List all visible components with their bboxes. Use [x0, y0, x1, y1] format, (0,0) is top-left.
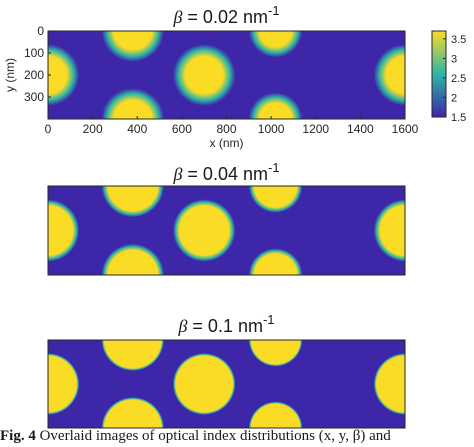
colorbar-tick-label: 1.5: [451, 112, 466, 124]
heatmap-spots: [48, 31, 405, 119]
panel-title: β = 0.02 nm-1: [172, 3, 279, 27]
x-axis-label: x (nm): [210, 136, 244, 150]
heatmap-panel-3: β = 0.1 nm-1: [47, 312, 406, 429]
colorbar-tick-label: 3: [451, 53, 457, 65]
index-spot: [248, 340, 303, 367]
figure-caption: Fig. 4 Overlaid images of optical index …: [0, 426, 474, 447]
x-tick-label: 1400: [347, 122, 374, 136]
y-axis: 0 100 200 300: [24, 24, 51, 104]
heatmap-panel-2: β = 0.04 nm-1: [47, 160, 406, 276]
colorbar: 1.5 2 2.5 3 3.5: [431, 30, 466, 124]
y-tick-label: 200: [24, 68, 44, 82]
y-tick-label: 0: [37, 24, 44, 38]
colorbar-tick-label: 3.5: [451, 34, 466, 46]
colorbar-tick-label: 2.5: [451, 73, 466, 85]
index-spot: [48, 353, 80, 415]
plot-frame: [47, 185, 406, 276]
index-spot: [248, 186, 303, 213]
index-spot: [48, 44, 80, 106]
caption-text: Overlaid images of optical index distrib…: [35, 428, 391, 444]
index-spot: [172, 44, 236, 106]
index-spot: [248, 92, 303, 119]
index-spot: [248, 248, 303, 275]
heatmap-spots: [48, 186, 405, 275]
index-spot: [373, 199, 405, 262]
x-tick-label: 200: [83, 122, 103, 136]
index-spot: [101, 186, 165, 218]
x-tick-label: 0: [45, 122, 52, 136]
x-tick-label: 400: [127, 122, 147, 136]
index-spot: [248, 401, 303, 428]
index-spot: [101, 340, 165, 371]
index-spot: [172, 199, 236, 262]
panel-title: β = 0.1 nm-1: [177, 312, 274, 336]
index-spot: [373, 353, 405, 415]
y-axis-label: y (nm): [3, 58, 17, 92]
plot-frame: [47, 339, 406, 429]
y-tick-label: 300: [24, 90, 44, 104]
x-tick-label: 1600: [392, 122, 419, 136]
index-spot: [373, 44, 405, 106]
heatmap-spots: [48, 340, 405, 428]
x-tick-label: 1200: [302, 122, 329, 136]
index-spot: [48, 199, 80, 262]
x-tick-label: 1000: [258, 122, 285, 136]
x-axis: 0 200 400 600 800 1000 1200 1400 1600: [45, 116, 419, 136]
colorbar-scale: [431, 30, 447, 118]
index-spot: [101, 397, 165, 428]
index-spot: [248, 31, 303, 58]
y-tick-label: 100: [24, 46, 44, 60]
index-spot: [101, 31, 165, 62]
panel-title: β = 0.04 nm-1: [172, 160, 279, 184]
colorbar-tick-label: 2: [451, 92, 457, 104]
x-tick-label: 600: [172, 122, 192, 136]
index-spot: [101, 243, 165, 275]
heatmap-panel-1: β = 0.02 nm-10 200 400 600 800 1000 1200 1400 16…: [3, 3, 466, 150]
index-spot: [101, 88, 165, 119]
x-tick-label: 800: [216, 122, 236, 136]
index-spot: [172, 353, 236, 415]
caption-label: Fig. 4: [0, 428, 36, 444]
